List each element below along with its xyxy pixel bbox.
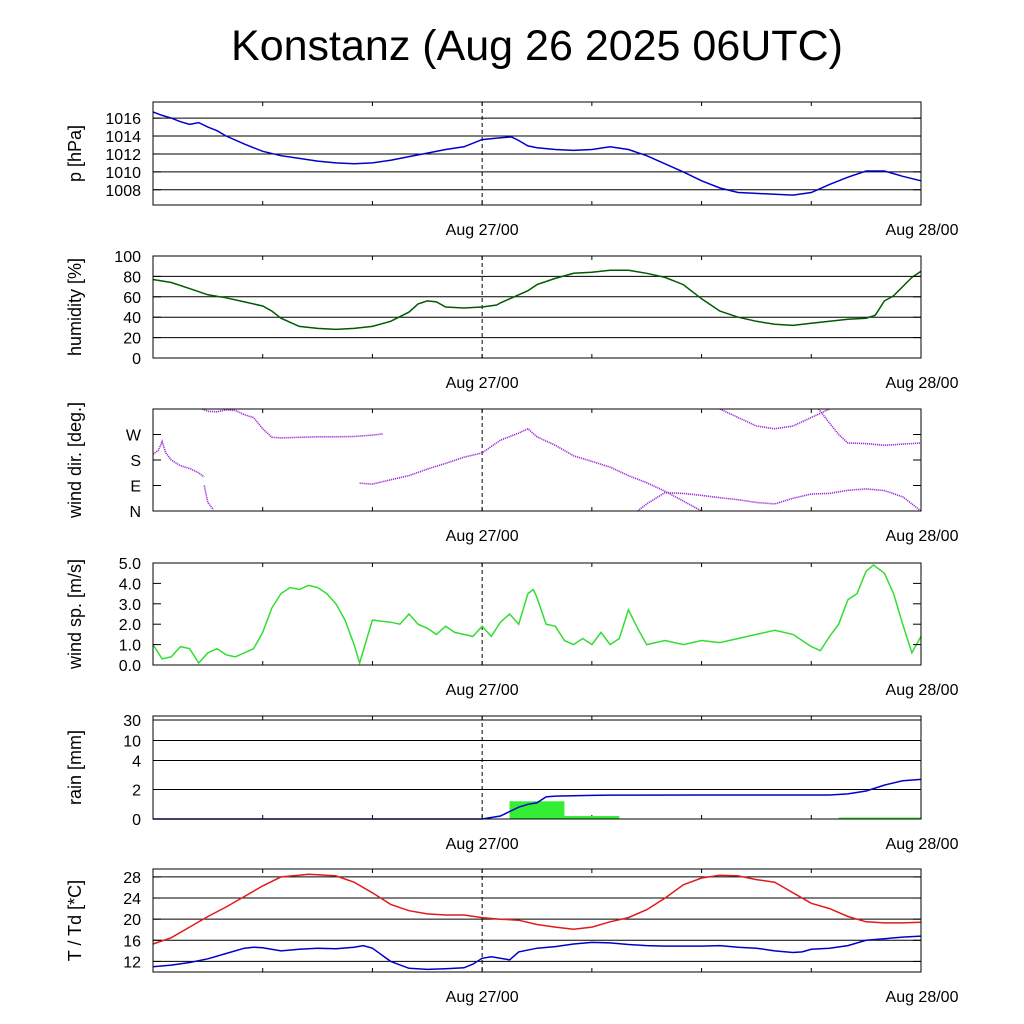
y-axis-label: p [hPa] xyxy=(65,125,85,182)
wind-dir-series xyxy=(817,408,922,447)
wind-dir-series xyxy=(359,427,702,512)
series-line-temp xyxy=(152,873,922,945)
y-tick-label: 2.0 xyxy=(119,617,141,634)
x-tick-label: Aug 28/00 xyxy=(886,836,959,853)
y-tick-label: 80 xyxy=(123,269,141,286)
x-tick-label: Aug 27/00 xyxy=(446,682,519,699)
y-axis-label: rain [mm] xyxy=(65,730,85,805)
y-tick-label: 1010 xyxy=(105,165,141,182)
y-tick-label: 1.0 xyxy=(119,638,141,655)
x-tick-label: Aug 27/00 xyxy=(446,375,519,392)
series-line-wind_speed xyxy=(152,564,922,666)
rain-bar xyxy=(509,801,565,819)
y-tick-label: N xyxy=(129,504,141,521)
y-axis-label: wind sp. [m/s] xyxy=(65,559,85,670)
y-tick-label: 1014 xyxy=(105,129,141,146)
wind-dir-series xyxy=(202,408,384,439)
x-tick-label: Aug 28/00 xyxy=(886,222,959,239)
y-tick-label: W xyxy=(126,428,142,445)
rain-bar xyxy=(564,816,620,819)
plot-frame xyxy=(152,408,922,512)
y-tick-label: S xyxy=(130,453,141,470)
x-tick-label: Aug 28/00 xyxy=(886,375,959,392)
panel-temperature: 12 16 20 24 28 T / Td [*C] Aug 27/00 Aug 28/00 xyxy=(65,868,959,1006)
y-tick-label: 24 xyxy=(123,891,141,908)
page-title: Konstanz (Aug 26 2025 06UTC) xyxy=(231,22,843,70)
x-tick-label: Aug 28/00 xyxy=(886,989,959,1006)
y-axis-label: T / Td [*C] xyxy=(65,880,85,961)
plot-frame xyxy=(152,715,922,820)
y-tick-label: E xyxy=(130,479,141,496)
y-tick-label: 0 xyxy=(132,812,141,829)
plot-frame xyxy=(152,868,922,973)
x-tick-label: Aug 28/00 xyxy=(886,682,959,699)
y-tick-label: 30 xyxy=(123,713,141,730)
y-tick-label: 10 xyxy=(123,734,141,751)
plot-frame xyxy=(152,562,922,666)
y-tick-label: 28 xyxy=(123,870,141,887)
wind-dir-series xyxy=(719,408,830,430)
y-tick-label: 4.0 xyxy=(119,576,141,593)
y-tick-label: 1012 xyxy=(105,147,141,164)
series-line-dewpoint xyxy=(152,935,922,971)
y-tick-label: 5.0 xyxy=(119,556,141,573)
y-tick-label: 20 xyxy=(123,912,141,929)
wind-dir-series xyxy=(203,485,214,511)
panel-rain: 0 2 4 10 30 rain [mm] Aug 27/00 Aug 28/00 xyxy=(65,713,959,853)
y-tick-label: 0 xyxy=(132,351,141,368)
x-tick-label: Aug 27/00 xyxy=(446,836,519,853)
x-tick-label: Aug 27/00 xyxy=(446,989,519,1006)
rain-bar xyxy=(838,817,921,819)
y-tick-label: 12 xyxy=(123,954,141,971)
y-tick-label: 16 xyxy=(123,933,141,950)
x-tick-label: Aug 28/00 xyxy=(886,528,959,545)
panel-wind_speed: 0.0 1.0 2.0 3.0 4.0 5.0 wind sp. [m/s] Aug 27/0… xyxy=(65,556,959,699)
y-tick-label: 1016 xyxy=(105,111,141,128)
plot-frame xyxy=(152,255,922,359)
wind-dir-series xyxy=(152,439,205,478)
x-tick-label: Aug 27/00 xyxy=(446,222,519,239)
panel-humidity: 0 20 40 60 80 100 humidity [%] Aug 27/00 Aug 28/… xyxy=(65,249,959,392)
y-axis-label: wind dir. [deg.] xyxy=(65,402,85,519)
y-tick-label: 4 xyxy=(132,754,141,771)
series-line-humidity xyxy=(152,269,922,331)
x-tick-label: Aug 27/00 xyxy=(446,528,519,545)
y-axis-label: humidity [%] xyxy=(65,258,85,356)
y-tick-label: 60 xyxy=(123,290,141,307)
y-tick-label: 1008 xyxy=(105,183,141,200)
y-tick-label: 20 xyxy=(123,331,141,348)
y-tick-label: 2 xyxy=(132,783,141,800)
series-line-rain_cum xyxy=(153,778,922,820)
y-tick-label: 40 xyxy=(123,310,141,327)
y-tick-label: 3.0 xyxy=(119,597,141,614)
series-line-pressure xyxy=(152,111,922,196)
y-tick-label: 100 xyxy=(114,249,141,266)
y-tick-label: 0.0 xyxy=(119,658,141,675)
wind-dir-series xyxy=(637,488,922,512)
